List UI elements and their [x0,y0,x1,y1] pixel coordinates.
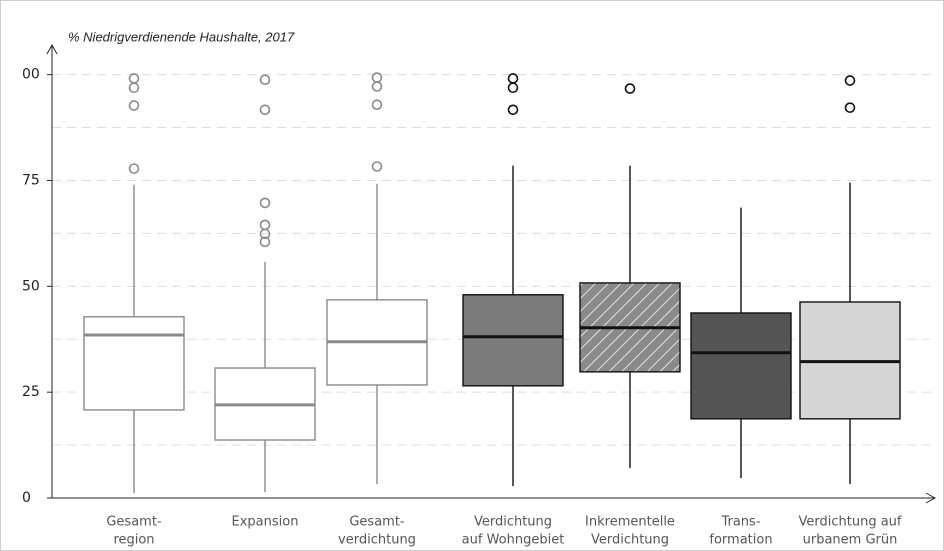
x-axis-arrow [925,492,937,504]
x-tick-label: Gesamt- [106,515,162,530]
outlier [507,104,519,116]
y-tick-label: 75 [22,172,40,188]
outlier [371,72,383,83]
outlier [371,99,383,110]
outlier [128,163,140,174]
outlier [507,82,519,94]
chart-title: % Niedrigverdienende Haushalte, 2017 [68,29,295,44]
box [462,294,564,387]
outlier [128,82,140,94]
outlier [259,74,271,86]
y-axis-arrow [46,43,58,55]
y-tick-label: 50 [22,278,40,294]
x-tick-label: Inkrementelle [585,515,675,530]
box [690,312,792,420]
outlier [128,73,140,84]
x-tick-label: region [113,533,154,548]
x-tick-label: Gesamt- [349,515,405,530]
outlier [259,219,271,231]
x-tick-label: Expansion [232,515,299,530]
outlier [844,102,856,113]
x-tick-label: Verdichtung [474,515,552,530]
x-tick-label: verdichtung [338,533,416,548]
x-tick-label: auf Wohngebiet [462,533,565,548]
box [83,316,185,411]
outlier [624,83,636,94]
y-tick-label: 0 [22,490,31,506]
x-tick-label: Trans- [720,515,760,530]
x-tick-label: urbanem Grün [803,533,898,548]
outlier [507,73,519,84]
x-tick-label: Verdichtung [591,533,669,548]
outlier [259,236,271,248]
x-tick-label: Verdichtung auf [799,515,902,530]
outlier [371,161,383,172]
y-tick-label: 25 [22,384,40,400]
outlier [259,104,271,116]
y-tick-label: 00 [22,67,40,83]
outlier [371,81,383,92]
outlier [128,100,140,111]
outlier [259,197,271,209]
x-tick-label: formation [709,533,772,548]
outlier [844,75,856,86]
